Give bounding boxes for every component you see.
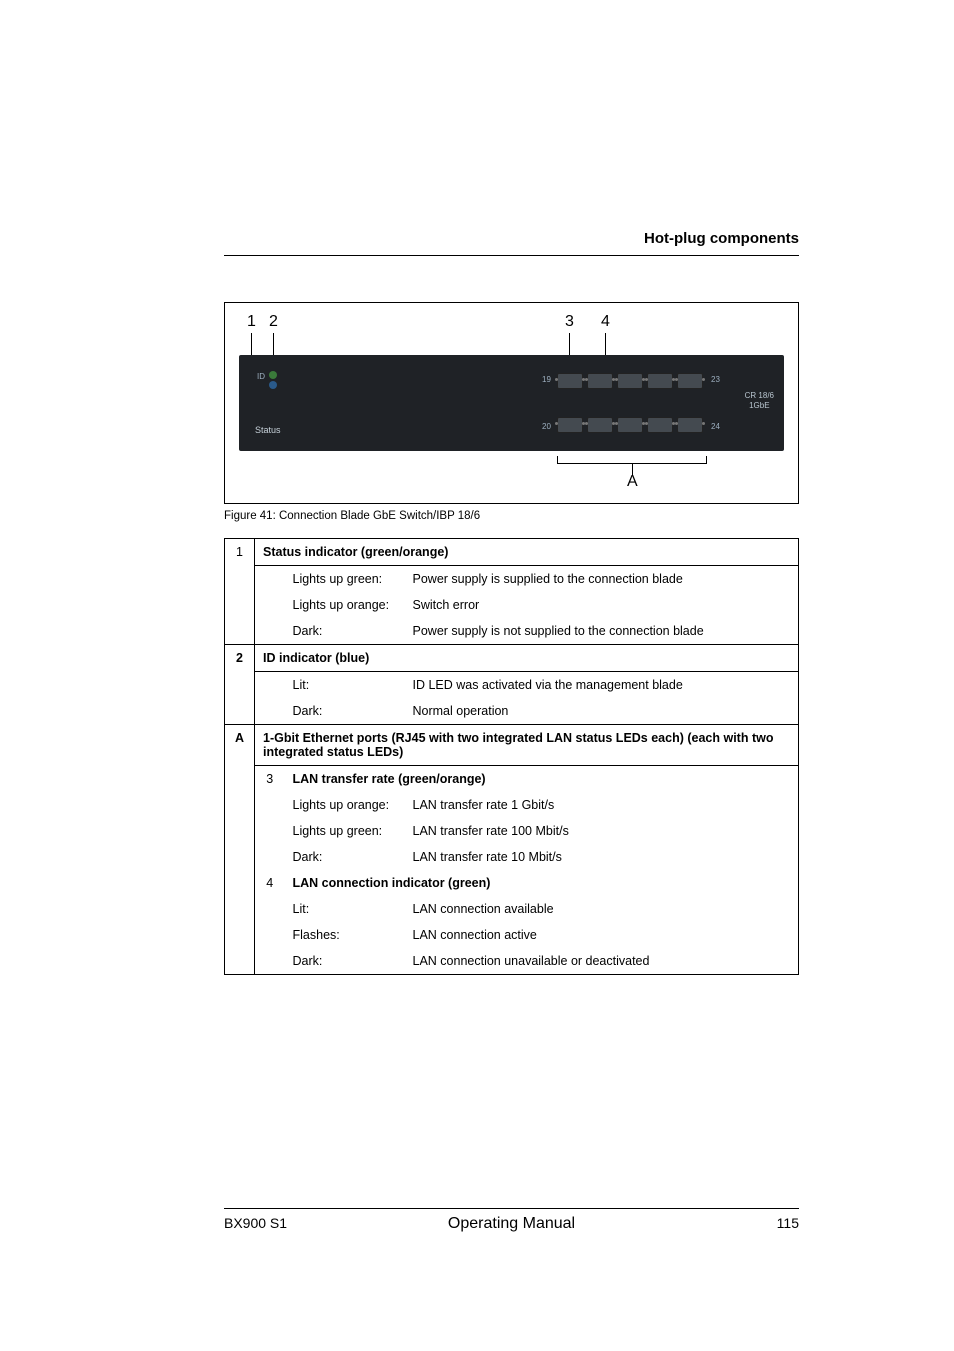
state-desc: LAN connection available xyxy=(405,896,799,922)
table-row: 3 LAN transfer rate (green/orange) xyxy=(225,766,799,793)
table-row: 1 Status indicator (green/orange) xyxy=(225,539,799,566)
port-row-bottom xyxy=(557,417,703,433)
table-row: Dark: LAN connection unavailable or deac… xyxy=(225,948,799,975)
table-row: Dark: LAN transfer rate 10 Mbit/s xyxy=(225,844,799,870)
table-row: Lights up orange: LAN transfer rate 1 Gb… xyxy=(225,792,799,818)
state-desc: ID LED was activated via the management … xyxy=(405,672,799,699)
table-row: Lit: LAN connection available xyxy=(225,896,799,922)
figure-caption: Figure 41: Connection Blade GbE Switch/I… xyxy=(224,510,799,522)
footer-title: Operating Manual xyxy=(224,1215,799,1233)
row-num: 1 xyxy=(225,539,255,566)
port-row-top xyxy=(557,373,703,389)
state-label: Lit: xyxy=(285,896,405,922)
sub-num: 3 xyxy=(255,766,285,793)
callout-4: 4 xyxy=(601,313,610,331)
device-badge: CR 18/61GbE xyxy=(745,391,774,410)
table-row: Dark: Power supply is not supplied to th… xyxy=(225,618,799,645)
state-desc: LAN connection unavailable or deactivate… xyxy=(405,948,799,975)
state-label: Dark: xyxy=(285,618,405,645)
page-footer: BX900 S1 Operating Manual 115 xyxy=(224,1208,799,1231)
state-label: Dark: xyxy=(285,844,405,870)
status-led-icon xyxy=(269,371,277,379)
state-label: Lights up orange: xyxy=(285,592,405,618)
table-row: 2 ID indicator (blue) xyxy=(225,645,799,672)
table-row: A 1-Gbit Ethernet ports (RJ45 with two i… xyxy=(225,725,799,766)
table-row: Lights up orange: Switch error xyxy=(225,592,799,618)
table-row: Flashes: LAN connection active xyxy=(225,922,799,948)
state-label: Dark: xyxy=(285,948,405,975)
state-desc: Switch error xyxy=(405,592,799,618)
sub-header: LAN connection indicator (green) xyxy=(285,870,799,896)
callout-1: 1 xyxy=(247,313,256,331)
device-id-label: ID xyxy=(257,372,265,381)
port-num-19: 19 xyxy=(542,375,551,384)
table-row: 4 LAN connection indicator (green) xyxy=(225,870,799,896)
row-num: A xyxy=(225,725,255,766)
callout-2: 2 xyxy=(269,313,278,331)
callout-3: 3 xyxy=(565,313,574,331)
sub-header: LAN transfer rate (green/orange) xyxy=(285,766,799,793)
sub-num: 4 xyxy=(255,870,285,896)
figure-frame: 1 2 3 4 ID ID Status 19 23 20 24 xyxy=(224,302,799,504)
row-num: 2 xyxy=(225,645,255,672)
row-header: Status indicator (green/orange) xyxy=(255,539,799,566)
state-label: Flashes: xyxy=(285,922,405,948)
state-label: Lights up green: xyxy=(285,818,405,844)
state-desc: Power supply is not supplied to the conn… xyxy=(405,618,799,645)
table-row: Lights up green: LAN transfer rate 100 M… xyxy=(225,818,799,844)
state-desc: Normal operation xyxy=(405,698,799,725)
state-label: Dark: xyxy=(285,698,405,725)
section-header: Hot-plug components xyxy=(224,230,799,256)
port-num-24: 24 xyxy=(711,422,720,431)
row-header: 1-Gbit Ethernet ports (RJ45 with two int… xyxy=(255,725,799,766)
port-num-20: 20 xyxy=(542,422,551,431)
id-led-icon xyxy=(269,381,277,389)
indicator-table: 1 Status indicator (green/orange) Lights… xyxy=(224,538,799,975)
state-label: Lights up green: xyxy=(285,566,405,593)
state-desc: Power supply is supplied to the connecti… xyxy=(405,566,799,593)
state-desc: LAN transfer rate 100 Mbit/s xyxy=(405,818,799,844)
state-desc: LAN connection active xyxy=(405,922,799,948)
table-row: Dark: Normal operation xyxy=(225,698,799,725)
table-row: Lights up green: Power supply is supplie… xyxy=(225,566,799,593)
row-header: ID indicator (blue) xyxy=(255,645,799,672)
state-desc: LAN transfer rate 10 Mbit/s xyxy=(405,844,799,870)
state-desc: LAN transfer rate 1 Gbit/s xyxy=(405,792,799,818)
table-row: Lit: ID LED was activated via the manage… xyxy=(225,672,799,699)
callout-A: A xyxy=(627,473,638,491)
state-label: Lit: xyxy=(285,672,405,699)
state-label: Lights up orange: xyxy=(285,792,405,818)
port-num-23: 23 xyxy=(711,375,720,384)
device-image: ID ID Status 19 23 20 24 CR 18/61GbE xyxy=(239,355,784,451)
device-status-label: Status xyxy=(255,425,281,435)
